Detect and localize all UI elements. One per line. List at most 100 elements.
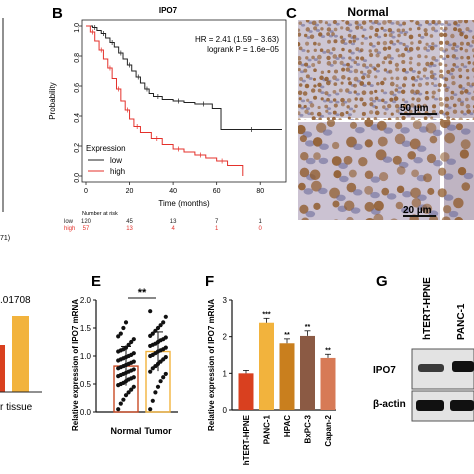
ihc-stain-granule <box>361 34 365 38</box>
ihc-stain-granule <box>311 63 316 67</box>
scatter-point-normal <box>123 393 129 398</box>
ihc-stain-granule <box>402 21 407 26</box>
scatter-ylabel: Relative expression of IPO7 mRNA <box>71 299 80 431</box>
panel-f-letter: F <box>205 273 214 290</box>
ihc-nucleus <box>439 22 445 26</box>
ihc-nucleus <box>405 107 410 110</box>
ihc-stain-granule <box>354 117 359 120</box>
ihc-stain-granule <box>444 132 455 144</box>
ihc-stain-granule <box>445 54 450 59</box>
scatter-point-normal <box>118 401 123 406</box>
ihc-stain-granule <box>333 69 339 74</box>
ihc-nucleus <box>420 36 425 39</box>
ihc-nucleus <box>434 22 439 26</box>
ihc-nucleus <box>362 59 368 62</box>
ihc-stain-granule <box>415 89 420 95</box>
ihc-nucleus <box>352 189 363 196</box>
km-ytick-label: 0.0 <box>74 173 81 183</box>
ihc-stain-granule <box>382 105 386 109</box>
ihc-stain-granule <box>461 182 471 191</box>
ihc-stain-granule <box>393 96 399 101</box>
scatter-point-normal <box>131 367 136 372</box>
ihc-stain-granule <box>298 32 302 37</box>
ihc-stain-granule <box>364 185 374 195</box>
ihc-stain-granule <box>459 149 470 159</box>
ihc-stain-granule <box>353 90 357 94</box>
ihc-stain-granule <box>453 197 464 209</box>
ihc-stain-granule <box>411 169 419 178</box>
ihc-stain-granule <box>387 27 393 33</box>
ihc-nucleus <box>398 41 403 45</box>
ihc-stain-granule <box>400 89 406 95</box>
ihc-stain-granule <box>381 98 385 103</box>
ihc-stain-granule <box>374 105 378 110</box>
ihc-stain-granule <box>429 45 435 51</box>
ihc-stain-granule <box>380 26 384 30</box>
scatter-ytick-label: 0.0 <box>80 408 92 417</box>
ihc-stain-granule <box>422 103 427 108</box>
ihc-stain-granule <box>338 53 343 58</box>
ihc-nucleus <box>383 91 388 95</box>
ihc-stain-granule <box>364 120 374 127</box>
ihc-stain-granule <box>376 41 381 46</box>
scatter-point-tumor <box>153 328 158 333</box>
ihc-stain-granule <box>354 104 358 109</box>
ihc-stain-granule <box>424 20 429 25</box>
ihc-stain-granule <box>409 56 413 61</box>
ihc-nucleus <box>404 100 409 104</box>
blot-band-actin-htert <box>416 400 444 411</box>
ihc-nucleus <box>355 126 365 134</box>
bar-category-label-0: hTERT-HPNE <box>242 414 251 465</box>
ihc-nucleus <box>398 23 403 27</box>
km-plot-frame <box>81 19 287 183</box>
ihc-stain-granule <box>444 77 449 82</box>
ihc-nucleus <box>400 127 410 134</box>
ihc-nucleus <box>304 140 315 147</box>
bar-ylabel: Relative expression of IPO7 mRNA <box>207 299 216 431</box>
ihc-stain-granule <box>431 109 436 114</box>
ihc-nucleus <box>434 59 439 62</box>
ihc-stain-granule <box>313 152 321 160</box>
scatter-point-normal <box>131 359 136 364</box>
ihc-stain-granule <box>339 60 344 66</box>
ihc-stain-granule <box>465 104 471 109</box>
ihc-nucleus <box>347 23 353 27</box>
ihc-stain-granule <box>345 88 350 93</box>
ihc-stain-granule <box>438 62 443 67</box>
ihc-stain-granule <box>386 53 392 59</box>
ihc-nucleus <box>333 34 338 38</box>
ihc-nucleus <box>315 29 321 32</box>
bar-panc-1 <box>259 322 274 410</box>
ihc-stain-granule <box>355 47 360 52</box>
scatter-point-tumor <box>150 331 155 336</box>
ihc-nucleus <box>329 64 334 67</box>
ihc-stain-granule <box>374 96 379 101</box>
ihc-stain-granule <box>339 112 345 117</box>
ihc-stain-granule <box>449 95 455 100</box>
ihc-stain-granule <box>464 89 469 94</box>
ihc-nucleus <box>433 29 439 33</box>
bar-category-label-3: BxPC-3 <box>304 414 313 443</box>
panel-f: F Relative expression of IPO7 mRNA 0123 … <box>205 273 336 465</box>
ihc-nucleus <box>372 99 377 103</box>
ihc-stain-granule <box>361 75 366 80</box>
scatter-category-normal: Normal <box>110 426 141 436</box>
ihc-stain-granule <box>395 20 400 25</box>
ihc-stain-granule <box>332 90 337 94</box>
ihc-nucleus <box>340 56 346 60</box>
ihc-nucleus <box>389 56 394 60</box>
ihc-stain-granule <box>324 21 328 25</box>
risk-table-title: Number at risk <box>82 211 118 217</box>
ihc-stain-granule <box>459 31 464 37</box>
ihc-stain-granule <box>373 200 384 211</box>
ihc-stain-granule <box>425 90 429 95</box>
ihc-stain-granule <box>299 204 309 214</box>
scatter-point-tumor <box>163 355 168 360</box>
bar-ytick-label: 3 <box>223 296 228 305</box>
km-ytick-label: 0.4 <box>74 113 81 123</box>
ihc-nucleus <box>301 49 306 52</box>
ihc-stain-granule <box>375 149 387 161</box>
risk-count-high: 57 <box>83 226 90 232</box>
ihc-stain-granule <box>345 20 350 25</box>
